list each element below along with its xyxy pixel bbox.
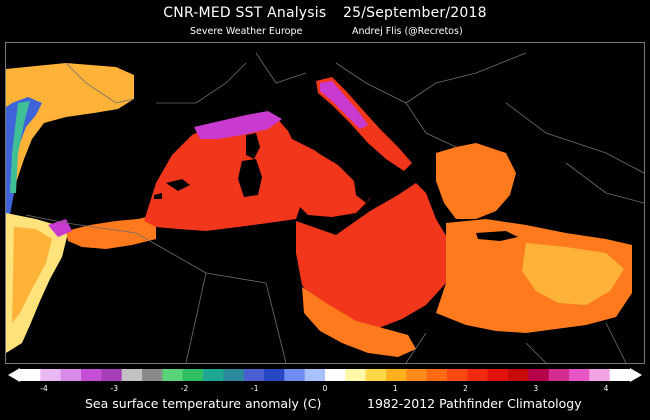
sardinia — [238, 159, 262, 197]
colorbar-cells — [20, 369, 631, 381]
colorbar-tick-label: 3 — [533, 384, 539, 393]
corsica — [246, 133, 260, 159]
adriatic-magenta — [320, 81, 368, 129]
gulf-of-sidra — [302, 287, 416, 357]
colorbar-right-arrow — [630, 368, 642, 382]
western-med-basin — [144, 113, 304, 231]
colorbar-cell — [569, 369, 590, 381]
colorbar-tick-label: 1 — [392, 384, 398, 393]
colorbar-cell — [508, 369, 529, 381]
map-title: CNR-MED SST Analysis 25/September/2018 — [0, 5, 650, 21]
bay-of-biscay — [6, 63, 134, 213]
colorbar-tick-label: -3 — [110, 384, 118, 393]
colorbar-tick-label: -2 — [180, 384, 189, 393]
colorbar-cell — [284, 369, 305, 381]
italy — [296, 103, 398, 203]
aegean-sea — [436, 143, 516, 219]
cyprus — [572, 207, 604, 219]
colorbar-cell — [81, 369, 102, 381]
colorbar-cell — [467, 369, 488, 381]
colorbar-cell — [426, 369, 448, 381]
colorbar-cell — [20, 369, 41, 381]
colorbar-cell — [365, 369, 387, 381]
colorbar-tick-label: 2 — [463, 384, 468, 393]
colorbar-cell — [325, 369, 346, 381]
colorbar-cell — [609, 369, 631, 381]
colorbar-cell — [142, 369, 163, 381]
colorbar-cell — [182, 369, 204, 381]
colorbar-cell — [162, 369, 183, 381]
footer-climatology-label: 1982-2012 Pathfinder Climatology — [367, 396, 582, 411]
colorbar-cell — [345, 369, 366, 381]
subtitle-source: Severe Weather Europe — [190, 26, 303, 37]
title-main: CNR-MED SST Analysis — [163, 5, 327, 21]
colorbar-cell — [40, 369, 61, 381]
colorbar-cell — [304, 369, 326, 381]
colorbar-cell — [386, 369, 407, 381]
balearic-islands — [154, 179, 190, 199]
ionian-sea — [296, 183, 458, 329]
colorbar-cell — [264, 369, 285, 381]
colorbar-cell — [203, 369, 224, 381]
colorbar-cell — [548, 369, 570, 381]
colorbar-tick-label: -4 — [40, 384, 48, 393]
colorbar-cell — [528, 369, 549, 381]
cadiz-warm-core — [12, 227, 52, 323]
footer-anomaly-label: Sea surface temperature anomaly (C) — [85, 396, 322, 411]
tyrrhenian-sea — [268, 133, 370, 217]
subtitle-author: Andrej Flis (@Recretos) — [352, 26, 463, 37]
levantine-warm-core — [522, 243, 624, 305]
colorbar-cell — [101, 369, 122, 381]
alboran-sea — [66, 215, 156, 249]
alboran-magenta — [48, 219, 72, 237]
atlantic-green-band — [10, 101, 30, 193]
colorbar — [8, 368, 642, 382]
mediterranean-sst-map-svg — [6, 43, 644, 363]
atlantic-cool-band — [6, 97, 42, 215]
colorbar-cell — [487, 369, 509, 381]
colorbar-cell — [406, 369, 427, 381]
crete — [476, 231, 518, 241]
gulf-of-lion-magenta — [194, 111, 282, 139]
colorbar-cell — [121, 369, 143, 381]
colorbar-cell — [243, 369, 265, 381]
country-borders — [25, 52, 644, 363]
title-date: 25/September/2018 — [343, 5, 487, 21]
colorbar-cell — [223, 369, 244, 381]
sst-map — [5, 42, 645, 364]
colorbar-tick-label: 0 — [322, 384, 328, 393]
colorbar-cell — [60, 369, 82, 381]
colorbar-cell — [447, 369, 468, 381]
colorbar-tick-label: 4 — [603, 384, 609, 393]
colorbar-tick-label: -1 — [251, 384, 259, 393]
colorbar-left-arrow — [8, 368, 20, 382]
colorbar-cell — [589, 369, 610, 381]
